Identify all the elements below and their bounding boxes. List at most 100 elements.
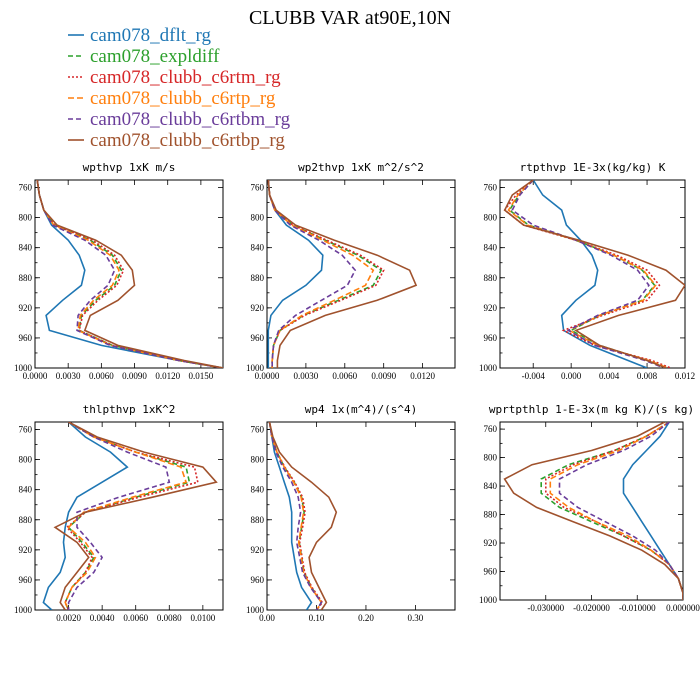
- series-line-6: [53, 422, 218, 610]
- x-tick-label: 0.0030: [294, 371, 319, 381]
- y-tick-label: 760: [19, 425, 33, 435]
- series-group: [36, 180, 223, 368]
- series-group: [267, 180, 418, 368]
- y-tick-label: 840: [484, 481, 498, 491]
- x-tick-label: 0.000000: [666, 603, 700, 613]
- y-tick-label: 960: [19, 333, 33, 343]
- panel-title: thlpthvp 1xK^2: [83, 403, 176, 416]
- series-line-2: [36, 180, 223, 368]
- series-line-5: [36, 180, 223, 368]
- y-tick-label: 800: [251, 213, 265, 223]
- y-tick-label: 880: [484, 510, 498, 520]
- legend-label: cam078_dflt_rg: [90, 25, 212, 46]
- series-line-5: [268, 422, 323, 610]
- x-tick-label: 0.20: [358, 613, 374, 623]
- x-tick-label: 0.0030: [56, 371, 81, 381]
- y-tick-label: 880: [484, 273, 498, 283]
- y-tick-label: 760: [484, 424, 498, 434]
- series-line-3: [544, 422, 683, 600]
- y-tick-label: 1000: [479, 595, 498, 605]
- x-tick-label: 0.0060: [123, 613, 148, 623]
- y-tick-label: 800: [484, 453, 498, 463]
- y-tick-label: 880: [19, 273, 33, 283]
- y-tick-label: 840: [484, 243, 498, 253]
- chart-panel-6: wprtpthlp 1-E-3x(m kg K)/(s kg) 760 800 840…: [479, 403, 700, 613]
- series-line-2: [267, 180, 383, 368]
- series-line-1: [36, 180, 223, 368]
- series-line-6: [267, 180, 418, 368]
- legend-item: cam078_clubb_c6rtbp_rg: [68, 130, 285, 151]
- series-line-1: [268, 422, 313, 610]
- y-tick-label: 960: [251, 575, 265, 585]
- panel-title: wp4 1x(m^4)/(s^4): [305, 403, 418, 416]
- series-line-5: [511, 180, 665, 368]
- y-tick-label: 920: [484, 538, 498, 548]
- x-tick-label: 0.0020: [56, 613, 81, 623]
- series-line-6: [503, 422, 683, 600]
- series-line-5: [267, 180, 357, 368]
- x-tick-label: 0.004: [599, 371, 620, 381]
- x-tick-label: -0.020000: [573, 603, 610, 613]
- series-line-4: [36, 180, 223, 368]
- y-tick-label: 1000: [14, 363, 33, 373]
- x-tick-label: 0.0150: [189, 371, 214, 381]
- legend-item: cam078_clubb_c6rtbm_rg: [68, 109, 291, 130]
- series-group: [42, 422, 218, 610]
- y-tick-label: 800: [251, 455, 265, 465]
- legend-label: cam078_clubb_c6rtp_rg: [90, 88, 276, 109]
- y-tick-label: 880: [251, 515, 265, 525]
- y-tick-label: 760: [251, 425, 265, 435]
- x-tick-label: 0.012: [675, 371, 695, 381]
- y-tick-label: 1000: [246, 605, 265, 615]
- series-line-3: [268, 422, 324, 610]
- chart-panel-5: wp4 1x(m^4)/(s^4)76080084088092096010000…: [246, 403, 456, 623]
- x-tick-label: 0.00: [259, 613, 275, 623]
- chart-panel-3: rtpthvp 1E-3x(kg/kg) K 760 800 840 880 920 960…: [479, 161, 695, 381]
- y-tick-label: 1000: [246, 363, 265, 373]
- legend-item: cam078_expldiff: [68, 46, 220, 67]
- series-line-3: [64, 422, 199, 610]
- panel-grid: wpthvp 1xK m/s76080084088092096010000.00…: [14, 161, 700, 623]
- chart-panel-4: thlpthvp 1xK^2 760 800 840 880 920 960 1000 0.00…: [14, 403, 224, 623]
- series-line-1: [532, 180, 648, 368]
- y-tick-label: 800: [19, 455, 33, 465]
- plot-frame: [266, 179, 456, 369]
- x-tick-label: 0.0120: [155, 371, 180, 381]
- plot-frame: [34, 421, 224, 611]
- legend-item: cam078_clubb_c6rtp_rg: [68, 88, 276, 109]
- y-tick-label: 960: [19, 575, 33, 585]
- y-tick-label: 960: [484, 567, 498, 577]
- legend-item: cam078_dflt_rg: [68, 25, 212, 46]
- series-line-2: [268, 422, 323, 610]
- x-tick-label: 0.0100: [190, 613, 215, 623]
- legend-label: cam078_clubb_c6rtbm_rg: [90, 109, 291, 130]
- series-line-2: [540, 422, 683, 600]
- y-tick-label: 960: [251, 333, 265, 343]
- series-line-1: [42, 422, 129, 610]
- y-tick-label: 960: [484, 333, 498, 343]
- y-tick-label: 880: [251, 273, 265, 283]
- y-tick-label: 880: [19, 515, 33, 525]
- x-tick-label: -0.004: [522, 371, 546, 381]
- series-line-6: [503, 180, 685, 368]
- x-tick-label: 0.0120: [410, 371, 435, 381]
- x-tick-label: -0.010000: [619, 603, 656, 613]
- y-tick-label: 920: [484, 303, 498, 313]
- y-tick-label: 760: [19, 183, 33, 193]
- chart-panel-2: wp2thvp 1xK m^2/s^2 760 800 840 880 920 960 100…: [246, 161, 456, 381]
- x-tick-label: 0.0060: [332, 371, 357, 381]
- x-tick-label: 0.008: [637, 371, 658, 381]
- x-tick-label: 0.0040: [90, 613, 115, 623]
- y-tick-label: 1000: [479, 363, 498, 373]
- x-tick-label: 0.0080: [157, 613, 182, 623]
- x-tick-label: 0.30: [408, 613, 424, 623]
- y-tick-label: 920: [19, 303, 33, 313]
- series-line-5: [67, 422, 171, 610]
- x-tick-label: -0.030000: [527, 603, 564, 613]
- x-tick-label: 0.10: [309, 613, 325, 623]
- y-tick-label: 800: [484, 213, 498, 223]
- legend-item: cam078_clubb_c6rtm_rg: [68, 67, 281, 88]
- x-tick-label: 0.0090: [122, 371, 147, 381]
- y-tick-label: 840: [19, 485, 33, 495]
- y-tick-label: 840: [251, 485, 265, 495]
